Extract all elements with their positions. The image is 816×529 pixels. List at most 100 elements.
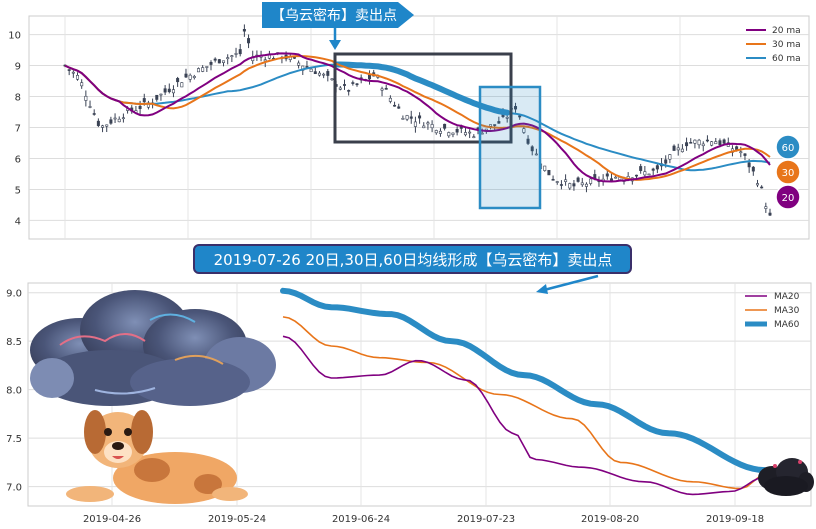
candle-body — [672, 145, 676, 151]
candle-body — [543, 165, 547, 171]
legend-label-ma30: MA30 — [774, 306, 800, 316]
bottom-series-line-ma30 — [282, 316, 766, 490]
candle-body — [530, 146, 534, 152]
legend-label-30ma: 30 ma — [772, 40, 801, 50]
candle-body — [534, 153, 538, 156]
bottom-x-tick-label: 2019-04-26 — [83, 514, 141, 525]
top-y-tick-label: 6 — [15, 154, 21, 165]
candle-body — [505, 116, 509, 119]
candle-body — [497, 121, 501, 124]
candle-body — [434, 130, 438, 134]
legend-label-60ma: 60 ma — [772, 54, 801, 64]
candle-body — [693, 139, 697, 144]
candle-body — [468, 131, 472, 134]
bottom-y-tick-label: 7.0 — [6, 483, 22, 494]
bottom-y-tick-label: 9.0 — [6, 289, 22, 300]
top-y-tick-label: 8 — [15, 93, 21, 104]
candle-body — [572, 183, 576, 187]
badge-60-label: 60 — [782, 143, 795, 154]
candle-body — [159, 93, 163, 96]
top-y-tick-label: 4 — [15, 216, 21, 227]
candle-body — [522, 128, 526, 133]
candle-body — [605, 173, 609, 177]
candle-body — [192, 76, 196, 78]
candle-body — [138, 105, 142, 109]
candle-body — [614, 176, 618, 179]
dog-illustration — [66, 410, 248, 504]
bottom-annotation-arrow-head — [536, 284, 548, 294]
bottom-y-tick-label: 7.5 — [6, 434, 22, 445]
candle-body — [338, 87, 342, 90]
candle-body — [493, 124, 497, 126]
candle-body — [155, 94, 159, 100]
candle-body — [705, 139, 709, 142]
candle-body — [76, 75, 80, 80]
candle-body — [639, 166, 643, 171]
candle-body — [755, 183, 759, 186]
candle-body — [105, 124, 109, 127]
candle-body — [559, 184, 563, 186]
candle-body — [680, 148, 684, 153]
candle-body — [342, 84, 346, 86]
candle-body — [422, 125, 426, 129]
bottom-x-tick-label: 2019-09-18 — [706, 514, 764, 525]
candle-body — [397, 106, 401, 109]
top-y-tick-label: 5 — [15, 185, 21, 196]
top-series-line-30ma — [64, 54, 771, 181]
top-chart: 4 5 6 7 8 9 10 【乌云密布】卖出点 20 ma 30 ma 60 ma 60 — [8, 2, 810, 240]
candle-body — [685, 142, 689, 147]
top-annotation-callout-shape — [262, 2, 414, 28]
candle-body — [747, 162, 751, 168]
candle-body — [142, 98, 146, 103]
candle-body — [171, 89, 175, 94]
candle-body — [647, 173, 651, 176]
candle-body — [514, 106, 518, 110]
candle-body — [222, 60, 226, 63]
bottom-series-line-ma60 — [280, 287, 768, 474]
candle-body — [701, 143, 705, 147]
candle-body — [555, 181, 559, 183]
candle-body — [330, 78, 334, 81]
candle-body — [580, 182, 584, 186]
candle-body — [409, 116, 413, 119]
candle-body — [297, 62, 301, 66]
legend-label-ma20: MA20 — [774, 292, 800, 302]
candle-body — [413, 121, 417, 127]
candle-body — [438, 130, 442, 134]
candle-body — [426, 122, 430, 125]
dark-cloud-region-box — [333, 52, 513, 144]
candle-body — [67, 69, 71, 71]
candle-body — [242, 29, 246, 32]
top-ma60-highlight — [333, 61, 511, 116]
candle-body — [547, 169, 551, 176]
candle-body — [651, 168, 655, 171]
candle-body — [351, 82, 355, 84]
candle-body — [121, 117, 125, 120]
candle-body — [455, 128, 459, 133]
candle-body — [401, 118, 405, 120]
bottom-y-tick-label: 8.0 — [6, 386, 22, 397]
breakdown-region-box — [478, 85, 542, 210]
bottom-x-tick-label: 2019-05-24 — [208, 514, 266, 525]
candle-body — [213, 58, 217, 61]
candle-body — [451, 132, 455, 135]
bottom-x-tick-label: 2019-08-20 — [581, 514, 639, 525]
candle-body — [196, 68, 200, 73]
candle-body — [739, 151, 743, 154]
candle-body — [96, 120, 100, 126]
candle-body — [551, 178, 555, 181]
candle-body — [322, 73, 326, 76]
legend-label-ma60: MA60 — [774, 320, 800, 330]
candle-body — [418, 115, 422, 119]
candle-body — [176, 78, 180, 83]
candle-body — [518, 115, 522, 118]
candle-body — [217, 59, 221, 64]
candle-body — [676, 147, 680, 151]
bottom-chart: 7.07.58.08.59.0 2019-04-26 2019-05-24 2019… — [6, 244, 814, 525]
bottom-x-tick-label: 2019-07-23 — [457, 514, 515, 525]
candle-body — [751, 166, 755, 172]
bottom-y-ticks: 7.0 7.5 8.0 8.5 9.0 — [6, 289, 22, 494]
bottom-legend: MA20 MA30 MA60 — [745, 292, 800, 330]
top-annotation-arrow-head — [329, 40, 341, 50]
candle-body — [209, 62, 213, 65]
